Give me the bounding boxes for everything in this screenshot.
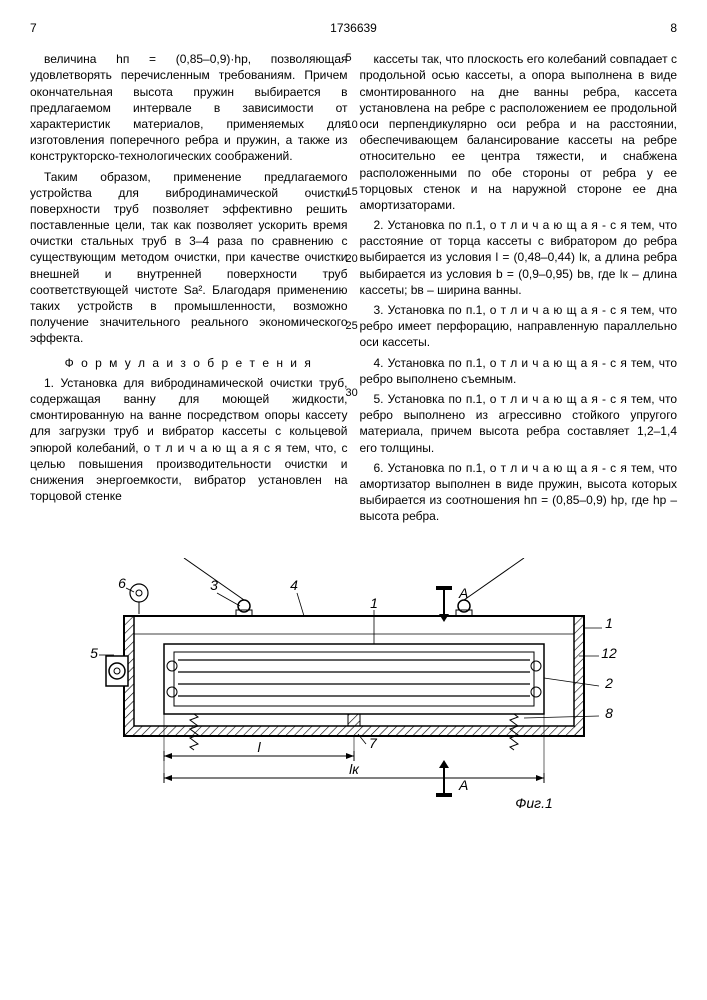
svg-text:5: 5 bbox=[90, 645, 98, 661]
svg-text:3: 3 bbox=[210, 577, 218, 593]
page-header: 7 1736639 8 bbox=[30, 20, 677, 36]
svg-text:4: 4 bbox=[290, 577, 298, 593]
patent-number: 1736639 bbox=[37, 20, 671, 36]
para: величина hп = (0,85–0,9)·hр, позволяющая… bbox=[30, 51, 348, 164]
svg-text:7: 7 bbox=[369, 735, 378, 751]
svg-text:lк: lк bbox=[349, 761, 360, 777]
line-marker: 30 bbox=[346, 386, 358, 453]
para: Таким образом, применение предлагаемого … bbox=[30, 169, 348, 347]
para: 4. Установка по п.1, о т л и ч а ю щ а я… bbox=[360, 355, 678, 387]
para: 5. Установка по п.1, о т л и ч а ю щ а я… bbox=[360, 391, 678, 456]
para: 3. Установка по п.1, о т л и ч а ю щ а я… bbox=[360, 302, 678, 351]
line-marker: 20 bbox=[346, 252, 358, 319]
figure-1: А Аl lк 5 6 3 4 1 1 12 2 8 7 Фиг.1 bbox=[30, 558, 677, 818]
line-numbers: 5 10 15 20 25 30 bbox=[346, 51, 358, 453]
technical-drawing-svg: А Аl lк 5 6 3 4 1 1 12 2 8 7 Фиг.1 bbox=[64, 558, 644, 818]
line-marker: 5 bbox=[346, 51, 358, 118]
svg-text:6: 6 bbox=[118, 575, 126, 591]
formula-title: Ф о р м у л а и з о б р е т е н и я bbox=[30, 355, 348, 371]
page-number-right: 8 bbox=[670, 20, 677, 36]
svg-text:l: l bbox=[257, 739, 261, 755]
para: 2. Установка по п.1, о т л и ч а ю щ а я… bbox=[360, 217, 678, 298]
page-number-left: 7 bbox=[30, 20, 37, 36]
line-marker: 10 bbox=[346, 118, 358, 185]
para: 1. Установка для вибродинамической очист… bbox=[30, 375, 348, 505]
svg-text:12: 12 bbox=[601, 645, 617, 661]
svg-text:Фиг.1: Фиг.1 bbox=[515, 795, 553, 811]
svg-text:А: А bbox=[458, 585, 468, 601]
para: 6. Установка по п.1, о т л и ч а ю щ а я… bbox=[360, 460, 678, 525]
svg-text:2: 2 bbox=[604, 675, 613, 691]
text-columns: величина hп = (0,85–0,9)·hр, позволяющая… bbox=[30, 51, 677, 528]
line-marker: 25 bbox=[346, 319, 358, 386]
svg-text:1: 1 bbox=[370, 595, 378, 611]
para: кассеты так, что плоскость его колебаний… bbox=[360, 51, 678, 213]
line-marker: 15 bbox=[346, 185, 358, 252]
svg-text:А: А bbox=[458, 777, 468, 793]
right-column: 5 10 15 20 25 30 кассеты так, что плоско… bbox=[360, 51, 678, 528]
left-column: величина hп = (0,85–0,9)·hр, позволяющая… bbox=[30, 51, 348, 528]
svg-text:1: 1 bbox=[605, 615, 613, 631]
svg-text:8: 8 bbox=[605, 705, 613, 721]
